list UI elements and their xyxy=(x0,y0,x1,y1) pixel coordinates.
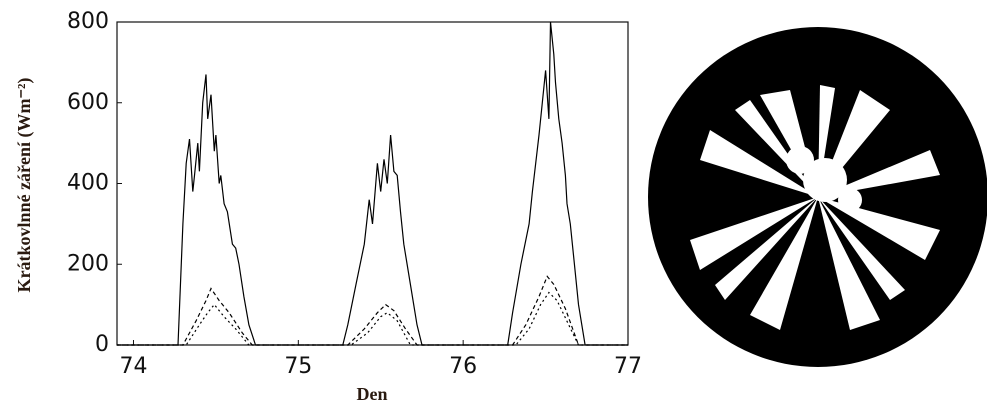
y-tick-label: 600 xyxy=(67,90,109,115)
x-tick-label: 74 xyxy=(119,354,147,379)
x-tick-label: 75 xyxy=(284,354,312,379)
y-tick-label: 0 xyxy=(95,332,109,357)
x-tick-label: 77 xyxy=(614,354,642,379)
data-line xyxy=(117,275,628,346)
x-axis-label: Den xyxy=(357,384,388,404)
y-axis-label: Krátkovlnné záření (Wm⁻²) xyxy=(14,78,35,293)
y-tick-label: 200 xyxy=(67,251,109,276)
x-tick-label: 76 xyxy=(449,354,477,379)
data-line xyxy=(117,291,628,346)
data-line xyxy=(117,21,628,346)
y-tick-label: 400 xyxy=(67,171,109,196)
hemispherical-photo xyxy=(648,27,987,367)
y-tick-label: 800 xyxy=(67,9,109,34)
